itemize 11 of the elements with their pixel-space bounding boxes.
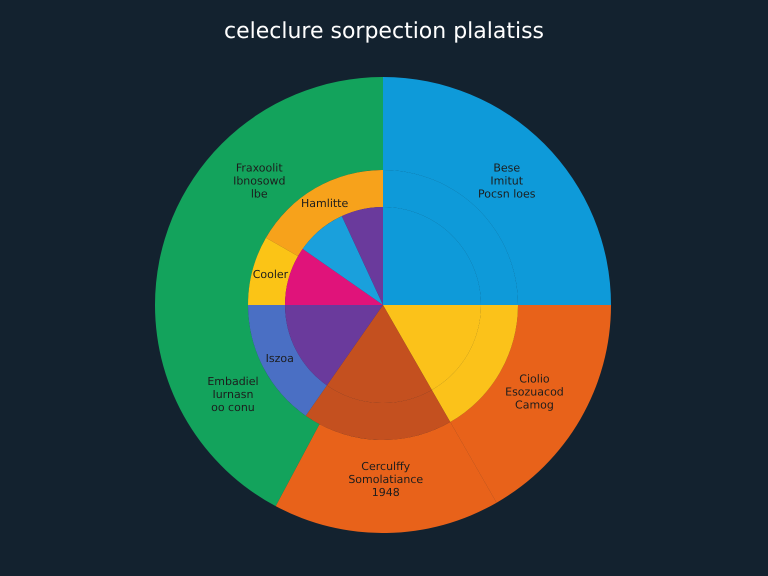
- slice-label: Ciolio Esozuacod Camog: [505, 372, 564, 412]
- donut-slice: [383, 77, 611, 305]
- slice-label: Cerculffy Somolatiance 1948: [348, 460, 424, 499]
- donut-slice: [248, 238, 298, 305]
- slice-label: Cooler: [252, 268, 289, 281]
- slice-label: Hamlitte: [301, 197, 348, 210]
- slice-label: Bese Imitut Pocsn loes: [478, 161, 536, 200]
- slice-label: Fraxoolit Ibnosowd lbe: [233, 161, 286, 200]
- slice-label: Embadiel Iurnasn oo conu: [207, 375, 259, 414]
- slice-label: Iszoa: [266, 352, 294, 365]
- chart-title: celeclure sorpection plalatiss: [224, 19, 544, 44]
